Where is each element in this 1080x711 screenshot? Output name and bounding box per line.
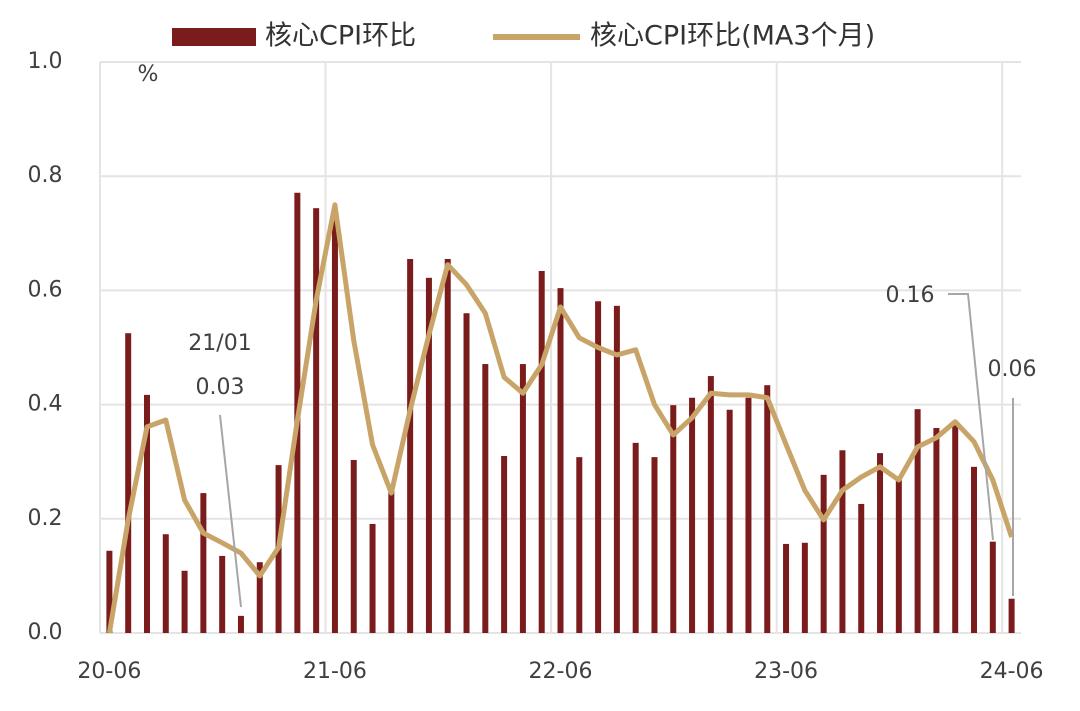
bar	[726, 409, 733, 633]
bar	[689, 397, 696, 633]
bar	[125, 333, 132, 633]
bar	[519, 364, 526, 633]
bar	[444, 258, 451, 633]
leader-line	[948, 293, 994, 541]
x-tick-label: 20-06	[77, 659, 141, 684]
bar	[820, 474, 827, 633]
y-tick-label: 0.6	[28, 277, 63, 302]
bar	[1008, 598, 1015, 633]
bar	[670, 405, 677, 633]
bar	[783, 543, 790, 633]
bar	[557, 288, 564, 633]
bar	[839, 450, 846, 633]
data-label: 0.16	[886, 283, 935, 308]
bar	[237, 615, 244, 633]
bar	[952, 425, 959, 633]
bar	[801, 542, 808, 633]
y-tick-label: 0.0	[28, 620, 63, 645]
bar	[632, 442, 639, 633]
grid	[99, 61, 1021, 634]
bar	[651, 457, 658, 633]
bar	[613, 305, 620, 633]
x-tick-label: 21-06	[303, 659, 367, 684]
bar	[143, 394, 150, 633]
data-label: 0.06	[988, 357, 1037, 382]
line	[106, 202, 1014, 634]
bar	[331, 217, 338, 633]
bar	[200, 493, 207, 633]
y-tick-label: 0.2	[28, 506, 63, 531]
data-label: 0.03	[196, 375, 245, 400]
bar	[914, 409, 921, 633]
x-tick-label: 23-06	[754, 659, 818, 684]
bar	[745, 397, 752, 633]
bar	[181, 570, 188, 633]
bar	[313, 208, 320, 633]
annotation: 21/01	[188, 331, 251, 356]
bar	[256, 562, 263, 633]
bar	[482, 364, 489, 633]
unit-label: %	[138, 62, 159, 87]
y-tick-label: 0.4	[28, 392, 63, 417]
bar	[538, 270, 545, 633]
bar	[933, 428, 940, 633]
bar	[858, 503, 865, 633]
legend: 核心CPI环比 核心CPI环比(MA3个月)	[172, 21, 875, 52]
bar	[219, 555, 226, 633]
bar	[877, 453, 884, 633]
y-tick-label: 1.0	[28, 49, 63, 74]
legend-label: 核心CPI环比	[265, 21, 416, 52]
bar	[425, 277, 432, 633]
bar	[407, 258, 414, 633]
bar	[595, 301, 602, 633]
legend-label: 核心CPI环比(MA3个月)	[590, 21, 875, 52]
bar	[764, 385, 771, 633]
bar	[350, 459, 357, 633]
bar	[162, 534, 169, 633]
bar	[463, 313, 470, 633]
bar	[971, 466, 978, 633]
leader-line	[219, 414, 242, 608]
y-tick-label: 0.8	[28, 163, 63, 188]
bar	[369, 523, 376, 633]
x-tick-label: 24-06	[980, 659, 1044, 684]
bar	[707, 376, 714, 633]
legend-swatch	[172, 28, 256, 46]
x-tick-label: 22-06	[529, 659, 593, 684]
bar	[388, 490, 395, 633]
bar	[895, 478, 902, 633]
bar	[576, 457, 583, 633]
bar	[106, 550, 113, 633]
bar	[989, 541, 996, 633]
bar	[501, 455, 508, 633]
